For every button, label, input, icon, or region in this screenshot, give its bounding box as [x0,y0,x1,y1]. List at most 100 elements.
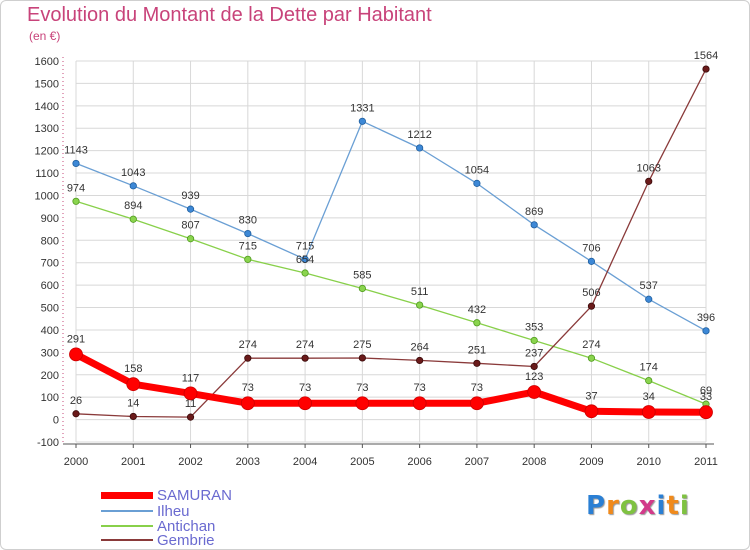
y-tick-label: 1400 [35,101,59,113]
data-label-antichan: 69 [700,385,712,397]
y-tick-label: 300 [41,347,59,359]
y-tick-label: 1100 [35,168,59,180]
data-point-samuran [183,386,198,401]
data-point-samuran [699,405,713,420]
data-point-samuran [584,404,599,419]
data-point-gembrie [645,177,653,185]
legend-swatch-ilheu [101,510,153,512]
y-tick-label: 600 [41,280,59,292]
logo-letter: t [666,491,680,521]
data-point-antichan [186,235,195,243]
data-label-gembrie: 274 [296,339,314,351]
data-point-antichan [244,255,252,263]
data-label-antichan: 807 [181,220,199,232]
proxiti-logo: Proxiti [586,491,690,521]
data-point-gembrie [702,65,710,73]
legend-swatch-antichan [101,525,153,527]
data-point-samuran [355,396,370,411]
data-point-antichan [72,197,80,205]
data-point-samuran [126,377,141,392]
x-tick-label: 2007 [465,456,489,468]
data-label-ilheu: 830 [239,215,257,227]
data-point-ilheu [645,295,653,303]
y-tick-label: -100 [37,437,59,449]
legend-swatch-samuran [101,491,153,499]
data-point-gembrie [186,413,195,421]
y-tick-label: 700 [41,258,59,270]
data-label-antichan: 432 [468,304,486,316]
data-point-ilheu [244,229,252,238]
data-point-samuran [641,405,656,419]
data-label-ilheu: 1212 [407,129,431,141]
data-label-gembrie: 275 [353,339,371,351]
data-point-gembrie [587,302,596,310]
legend-label-samuran: SAMURAN [157,486,233,504]
data-point-gembrie [473,359,481,367]
data-label-samuran: 123 [525,371,543,383]
x-tick-label: 2010 [636,456,660,468]
series-line-gembrie [75,68,707,418]
series-line-ilheu [75,120,707,332]
data-label-antichan: 274 [582,339,600,351]
x-tick-label: 2003 [236,456,260,468]
data-label-samuran: 73 [356,382,368,394]
data-label-antichan: 715 [239,240,257,252]
legend-label-antichan: Antichan [157,517,216,535]
data-point-ilheu [702,327,710,335]
legend-item-gembrie: Gembrie [101,531,215,549]
data-point-ilheu [358,117,366,125]
data-point-antichan [416,301,424,309]
x-tick-label: 2011 [694,456,718,468]
data-point-gembrie [301,354,309,362]
data-label-samuran: 117 [182,372,200,384]
y-tick-label: 100 [41,392,59,404]
data-label-gembrie: 506 [582,287,600,299]
data-point-samuran [412,396,427,411]
data-label-gembrie: 274 [239,339,257,351]
x-tick-label: 2008 [522,456,546,468]
data-point-ilheu [416,144,424,152]
series-line-antichan [75,200,707,405]
data-point-samuran [470,396,484,411]
data-point-gembrie [72,410,80,418]
x-tick-label: 2001 [121,456,145,468]
y-tick-label: 1200 [35,146,59,158]
data-point-antichan [645,376,653,385]
data-point-samuran [69,347,83,362]
legend-label-gembrie: Gembrie [157,531,215,549]
y-tick-label: 200 [41,370,59,382]
data-label-ilheu: 1054 [465,164,489,176]
data-label-ilheu: 715 [296,240,314,252]
data-label-gembrie: 11 [185,398,196,410]
data-label-gembrie: 14 [127,397,139,409]
y-tick-label: 400 [41,325,59,337]
data-point-antichan [530,336,538,345]
data-label-samuran: 33 [700,391,712,403]
data-point-antichan [301,269,309,277]
data-label-samuran: 73 [299,382,311,394]
data-label-antichan: 511 [411,286,429,298]
data-point-antichan [473,319,481,327]
logo-letter: P [586,491,607,521]
data-label-gembrie: 26 [70,395,82,407]
data-point-samuran [298,396,312,411]
data-label-ilheu: 537 [640,280,658,292]
data-label-samuran: 158 [124,363,142,375]
y-tick-label: 800 [41,235,59,247]
logo-letter: r [606,491,620,521]
x-tick-label: 2000 [64,456,88,468]
data-label-samuran: 73 [471,382,483,394]
logo-letter: o [619,491,639,521]
data-label-ilheu: 939 [181,190,199,202]
data-point-ilheu [186,205,195,213]
x-tick-label: 2005 [350,456,374,468]
legend-item-antichan: Antichan [101,517,216,535]
data-point-samuran [240,396,255,411]
legend-label-ilheu: Ilheu [157,502,190,520]
data-label-antichan: 654 [296,254,314,266]
logo-letter: x [638,491,657,521]
data-label-antichan: 353 [525,321,543,333]
data-point-gembrie [358,354,366,362]
